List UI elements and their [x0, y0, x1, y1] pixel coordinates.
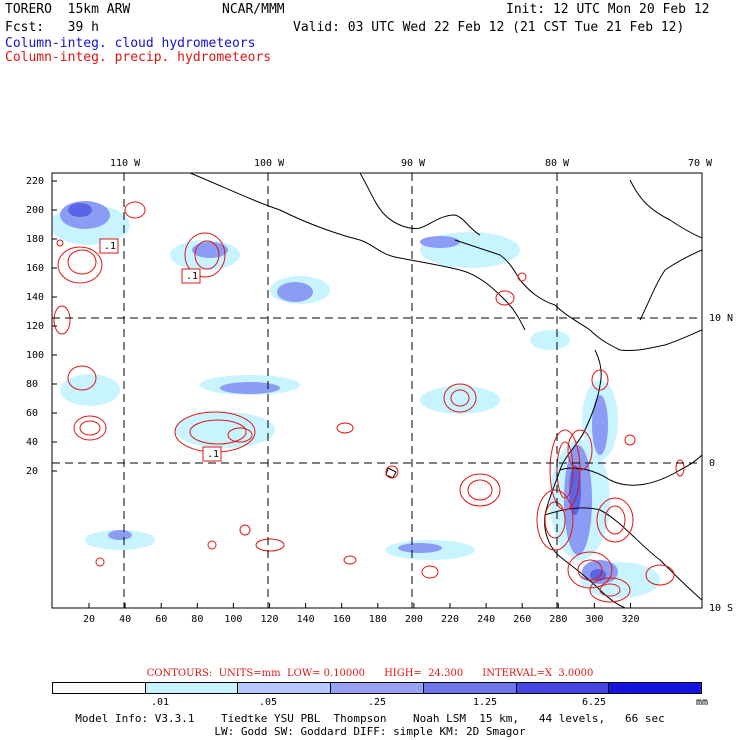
colorbar-swatch: [53, 683, 146, 693]
contour-value-labels: [99, 238, 222, 462]
x-tick-label: 260: [513, 614, 532, 625]
colorbar-unit: mm: [695, 697, 709, 708]
y-tick-label: 20: [26, 466, 39, 477]
y-tick-label: 180: [26, 234, 45, 245]
colorbar-swatch: [423, 683, 517, 693]
y-tick-label: 120: [26, 321, 45, 332]
lat-label-0: 0: [709, 458, 716, 469]
colorbar: [52, 682, 702, 694]
x-tick-label: 200: [404, 614, 423, 625]
lon-label-110w: 110 W: [110, 158, 141, 169]
x-tick-label: 80: [191, 614, 204, 625]
x-tick-label: 300: [585, 614, 604, 625]
colorbar-swatch: [609, 683, 702, 693]
model-title: TORERO 15km ARW: [5, 2, 131, 17]
x-tick-label: 280: [549, 614, 568, 625]
colorbar-label-5: 6.25: [581, 697, 607, 708]
forecast-hour: Fcst: 39 h: [5, 20, 99, 35]
y-tick-label: 60: [26, 408, 39, 419]
model-info-line2: LW: Godd SW: Goddard DIFF: simple KM: 2D…: [214, 725, 526, 738]
org-label: NCAR/MMM: [222, 2, 285, 17]
lon-label-90w: 90 W: [401, 158, 426, 169]
model-info-line1: Model Info: V3.3.1 Tiedtke YSU PBL Thomp…: [75, 712, 665, 725]
precip-legend-line: Column-integ. precip. hydrometeors: [5, 50, 272, 65]
cloud-field-layer: [52, 201, 660, 598]
x-tick-label: 160: [332, 614, 351, 625]
y-tick-label: 160: [26, 263, 45, 274]
colorbar-swatch: [331, 683, 424, 693]
colorbar-swatch: [516, 683, 610, 693]
contour-label-1: .1: [104, 241, 117, 252]
x-tick-label: 20: [83, 614, 96, 625]
map-frame: [51, 172, 703, 609]
init-time: Init: 12 UTC Mon 20 Feb 12: [506, 2, 710, 17]
colorbar-label-3: .25: [367, 697, 387, 708]
x-tick-label: 220: [441, 614, 460, 625]
x-tick-label: 40: [119, 614, 132, 625]
latlon-grid: [52, 173, 702, 608]
lon-label-100w: 100 W: [254, 158, 285, 169]
y-tick-label: 220: [26, 176, 45, 187]
contour-label-2: .1: [186, 271, 199, 282]
colorbar-swatch: [145, 683, 239, 693]
cloud-legend-line: Column-integ. cloud hydrometeors: [5, 36, 256, 51]
x-tick-label: 180: [368, 614, 387, 625]
x-tick-label: 140: [296, 614, 315, 625]
x-tick-label: 320: [621, 614, 640, 625]
contours-info: CONTOURS: UNITS=mm LOW= 0.10000 HIGH= 24…: [146, 668, 594, 679]
precip-contour-layer: [53, 201, 685, 603]
lat-label-10n: 10 N: [709, 313, 734, 324]
x-tick-label: 240: [477, 614, 496, 625]
colorbar-label-4: 1.25: [472, 697, 498, 708]
contour-label-3: .1: [207, 449, 220, 460]
lon-label-80w: 80 W: [545, 158, 570, 169]
colorbar-swatch: [238, 683, 332, 693]
valid-time: Valid: 03 UTC Wed 22 Feb 12 (21 CST Tue …: [293, 20, 685, 35]
y-tick-label: 80: [26, 379, 39, 390]
lon-label-70w: 70 W: [688, 158, 713, 169]
y-tick-label: 140: [26, 292, 45, 303]
colorbar-label-1: .01: [150, 697, 170, 708]
y-tick-label: 40: [26, 437, 39, 448]
x-tick-label: 100: [224, 614, 243, 625]
colorbar-label-2: .05: [258, 697, 278, 708]
lat-label-10s: 10 S: [709, 603, 734, 614]
x-tick-label: 60: [155, 614, 168, 625]
y-tick-label: 200: [26, 205, 45, 216]
x-tick-label: 120: [260, 614, 279, 625]
y-tick-label: 100: [26, 350, 45, 361]
